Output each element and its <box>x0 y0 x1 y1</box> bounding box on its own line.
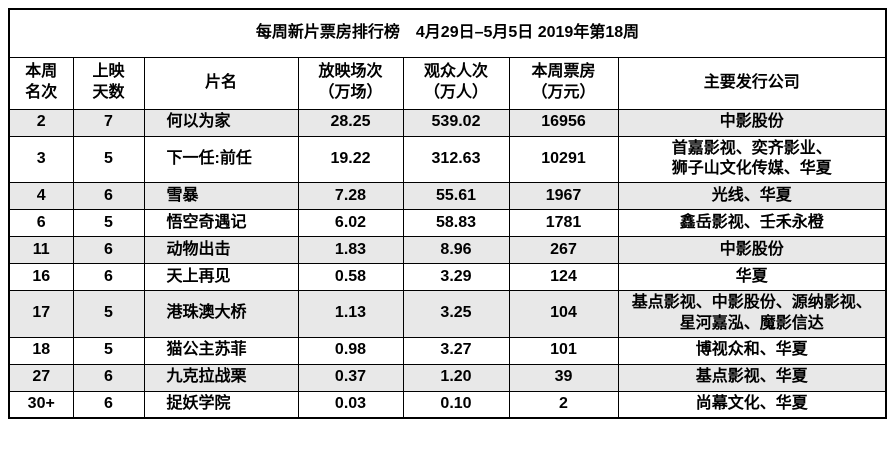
cell-film: 九克拉战栗 <box>143 363 299 392</box>
cell-rank: 3 <box>8 135 74 184</box>
cell-distributors: 中影股份 <box>617 236 887 265</box>
cell-admissions: 3.25 <box>402 290 510 338</box>
cell-distributors: 鑫岳影视、壬禾永橙 <box>617 209 887 238</box>
cell-box_office: 267 <box>508 236 619 265</box>
weekly-box-office-table: 每周新片票房排行榜 4月29日–5月5日 2019年第18周 本周 名次 上映 天… <box>8 8 888 420</box>
table-row: 18 5 猫公主苏菲 0.98 3.27 101 博视众和、华夏 <box>8 336 887 365</box>
cell-box_office: 39 <box>508 363 619 392</box>
cell-screenings: 1.83 <box>297 236 404 265</box>
cell-film: 天上再见 <box>143 263 299 292</box>
cell-screenings: 0.37 <box>297 363 404 392</box>
cell-screenings: 0.58 <box>297 263 404 292</box>
cell-admissions: 3.29 <box>402 263 510 292</box>
cell-box_office: 124 <box>508 263 619 292</box>
header-row: 本周 名次 上映 天数 片名 放映场次 （万场） 观众人次 （万人） 本周票房 （万元）主… <box>8 56 887 110</box>
cell-screenings: 19.22 <box>297 135 404 184</box>
title-row: 每周新片票房排行榜 4月29日–5月5日 2019年第18周 <box>8 8 887 58</box>
table-row: 6 5 悟空奇遇记 6.02 58.83 1781 鑫岳影视、壬禾永橙 <box>8 209 887 238</box>
cell-rank: 6 <box>8 209 74 238</box>
cell-distributors: 尚幕文化、华夏 <box>617 390 887 419</box>
cell-days: 6 <box>72 182 145 211</box>
cell-film: 何以为家 <box>143 108 299 137</box>
cell-admissions: 0.10 <box>402 390 510 419</box>
cell-days: 5 <box>72 290 145 338</box>
cell-rank: 17 <box>8 290 74 338</box>
cell-film: 雪暴 <box>143 182 299 211</box>
cell-screenings: 0.03 <box>297 390 404 419</box>
weekly-box-office-table-container: 每周新片票房排行榜 4月29日–5月5日 2019年第18周 本周 名次 上映 天… <box>8 8 888 420</box>
table-row: 30+ 6 捉妖学院 0.03 0.10 2 尚幕文化、华夏 <box>8 390 887 419</box>
column-header-distributors: 主要发行公司 <box>617 56 887 110</box>
column-header-rank: 本周 名次 <box>8 56 74 110</box>
cell-admissions: 55.61 <box>402 182 510 211</box>
table-row: 16 6 天上再见 0.58 3.29 124 华夏 <box>8 263 887 292</box>
cell-days: 7 <box>72 108 145 137</box>
column-header-screenings: 放映场次 （万场） <box>297 56 404 110</box>
cell-admissions: 3.27 <box>402 336 510 365</box>
cell-distributors: 华夏 <box>617 263 887 292</box>
column-header-admissions: 观众人次 （万人） <box>402 56 510 110</box>
cell-film: 动物出击 <box>143 236 299 265</box>
cell-box_office: 16956 <box>508 108 619 137</box>
cell-screenings: 6.02 <box>297 209 404 238</box>
cell-days: 5 <box>72 209 145 238</box>
cell-rank: 18 <box>8 336 74 365</box>
cell-screenings: 0.98 <box>297 336 404 365</box>
cell-distributors: 基点影视、中影股份、源纳影视、 星河嘉泓、魔影信达 <box>617 290 887 338</box>
cell-box_office: 1967 <box>508 182 619 211</box>
cell-admissions: 8.96 <box>402 236 510 265</box>
cell-film: 悟空奇遇记 <box>143 209 299 238</box>
cell-admissions: 539.02 <box>402 108 510 137</box>
cell-film: 捉妖学院 <box>143 390 299 419</box>
cell-box_office: 1781 <box>508 209 619 238</box>
cell-rank: 30+ <box>8 390 74 419</box>
cell-days: 5 <box>72 336 145 365</box>
cell-screenings: 1.13 <box>297 290 404 338</box>
cell-screenings: 7.28 <box>297 182 404 211</box>
cell-days: 6 <box>72 263 145 292</box>
table-row: 17 5 港珠澳大桥 1.13 3.25 104 基点影视、中影股份、源纳影视、 星河嘉泓、… <box>8 290 887 338</box>
column-header-days: 上映 天数 <box>72 56 145 110</box>
cell-screenings: 28.25 <box>297 108 404 137</box>
cell-film: 港珠澳大桥 <box>143 290 299 338</box>
cell-distributors: 光线、华夏 <box>617 182 887 211</box>
cell-rank: 27 <box>8 363 74 392</box>
cell-rank: 4 <box>8 182 74 211</box>
cell-rank: 16 <box>8 263 74 292</box>
cell-distributors: 基点影视、华夏 <box>617 363 887 392</box>
cell-rank: 11 <box>8 236 74 265</box>
cell-admissions: 58.83 <box>402 209 510 238</box>
cell-days: 6 <box>72 363 145 392</box>
table-row: 4 6 雪暴 7.28 55.61 1967 光线、华夏 <box>8 182 887 211</box>
cell-film: 猫公主苏菲 <box>143 336 299 365</box>
column-header-box_office: 本周票房 （万元） <box>508 56 619 110</box>
table-row: 11 6 动物出击 1.83 8.96 267 中影股份 <box>8 236 887 265</box>
cell-admissions: 1.20 <box>402 363 510 392</box>
cell-days: 6 <box>72 390 145 419</box>
cell-distributors: 首嘉影视、奕齐影业、 狮子山文化传媒、华夏 <box>617 135 887 184</box>
cell-box_office: 104 <box>508 290 619 338</box>
cell-distributors: 博视众和、华夏 <box>617 336 887 365</box>
table-title: 每周新片票房排行榜 4月29日–5月5日 2019年第18周 <box>8 8 887 58</box>
cell-box_office: 2 <box>508 390 619 419</box>
cell-distributors: 中影股份 <box>617 108 887 137</box>
cell-days: 5 <box>72 135 145 184</box>
table-row: 3 5 下一任:前任 19.22 312.63 10291 首嘉影视、奕齐影业、 狮子山文化… <box>8 135 887 184</box>
cell-film: 下一任:前任 <box>143 135 299 184</box>
table-row: 2 7 何以为家 28.25 539.02 16956 中影股份 <box>8 108 887 137</box>
cell-box_office: 10291 <box>508 135 619 184</box>
table-body: 2 7 何以为家 28.25 539.02 16956 中影股份 3 5 下一任:前任 19.22 3… <box>8 108 887 419</box>
cell-days: 6 <box>72 236 145 265</box>
column-header-film: 片名 <box>143 56 299 110</box>
cell-box_office: 101 <box>508 336 619 365</box>
cell-admissions: 312.63 <box>402 135 510 184</box>
cell-rank: 2 <box>8 108 74 137</box>
table-row: 27 6 九克拉战栗 0.37 1.20 39 基点影视、华夏 <box>8 363 887 392</box>
